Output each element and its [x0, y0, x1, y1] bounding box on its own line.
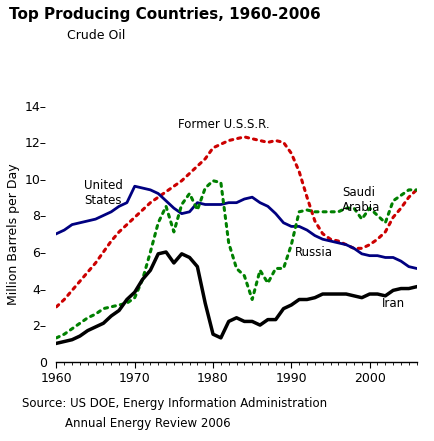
- Y-axis label: Million Barrels per Day: Million Barrels per Day: [7, 163, 20, 305]
- Text: Source: US DOE, Energy Information Administration: Source: US DOE, Energy Information Admin…: [22, 397, 327, 410]
- Text: Russia: Russia: [295, 246, 333, 258]
- Text: Iran: Iran: [381, 297, 404, 310]
- Text: United
States: United States: [84, 179, 123, 207]
- Text: Top Producing Countries, 1960-2006: Top Producing Countries, 1960-2006: [9, 7, 320, 22]
- Text: Crude Oil: Crude Oil: [67, 29, 126, 41]
- Text: Saudi
Arabia: Saudi Arabia: [342, 186, 381, 214]
- Text: Former U.S.S.R.: Former U.S.S.R.: [178, 117, 270, 131]
- Text: Annual Energy Review 2006: Annual Energy Review 2006: [65, 417, 231, 430]
